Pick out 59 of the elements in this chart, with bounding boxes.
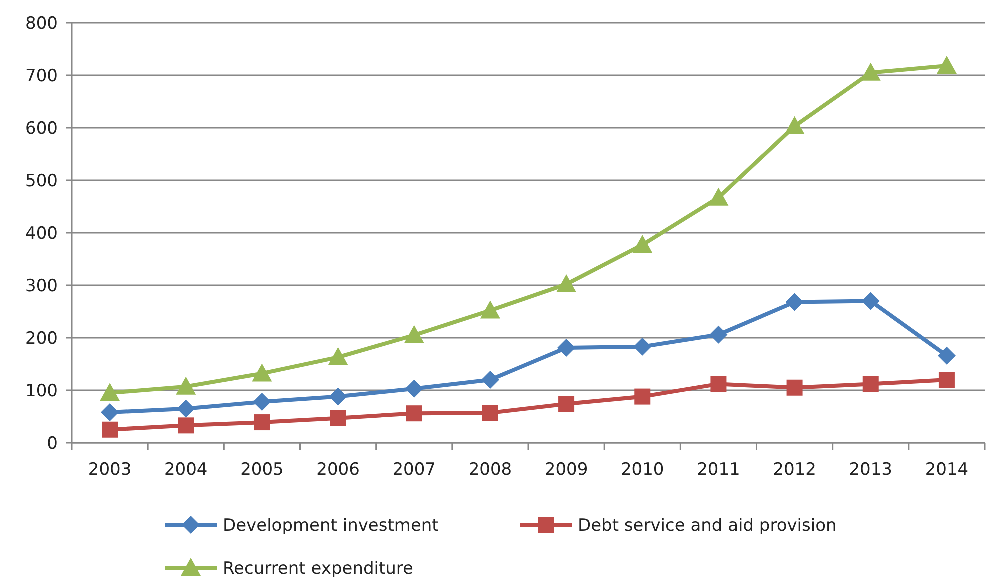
point — [558, 396, 575, 412]
point — [176, 376, 196, 395]
point — [102, 422, 118, 438]
y-tick-label: 300 — [26, 276, 58, 296]
x-tick-label: 2010 — [620, 460, 664, 480]
point — [786, 380, 803, 396]
point — [938, 346, 956, 365]
y-tick-label: 700 — [26, 66, 58, 86]
point — [632, 235, 653, 254]
point — [481, 371, 500, 389]
x-tick-label: 2014 — [925, 460, 969, 480]
point — [254, 414, 270, 431]
point — [482, 405, 498, 422]
x-tick-label: 2003 — [88, 460, 132, 480]
y-tick-label: 600 — [26, 118, 58, 139]
x-tick-label: 2006 — [316, 460, 360, 480]
x-tick-label: 2011 — [697, 460, 740, 480]
x-tick-label: 2008 — [468, 460, 512, 480]
y-tick-label: 200 — [26, 328, 58, 349]
point — [330, 410, 346, 426]
point — [253, 393, 272, 412]
legend-label: Development investment — [223, 516, 440, 536]
point — [710, 376, 727, 392]
point — [784, 116, 805, 134]
point — [860, 62, 881, 81]
point — [328, 347, 348, 366]
y-tick-label: 500 — [26, 171, 58, 192]
point — [404, 325, 424, 344]
point — [178, 418, 194, 434]
y-tick-label: 100 — [26, 381, 58, 402]
x-tick-label: 2013 — [849, 460, 893, 480]
point — [406, 406, 422, 422]
point — [405, 380, 424, 398]
point — [252, 364, 272, 382]
point — [710, 326, 728, 344]
y-tick-label: 400 — [26, 224, 58, 244]
point — [177, 400, 196, 418]
point — [556, 274, 577, 292]
point — [708, 188, 729, 206]
x-tick-label: 2009 — [544, 460, 588, 480]
point — [786, 293, 804, 312]
point — [862, 292, 880, 310]
point — [329, 388, 348, 406]
y-tick-label: 800 — [26, 14, 58, 34]
legend-label: Debt service and aid provision — [578, 516, 837, 536]
point — [101, 404, 120, 422]
y-tick-label: 0 — [47, 434, 58, 454]
point — [634, 388, 651, 405]
x-tick-label: 2005 — [240, 460, 284, 480]
point — [100, 383, 120, 402]
x-tick-label: 2007 — [392, 460, 436, 480]
x-tick-label: 2012 — [773, 460, 816, 480]
point — [936, 56, 957, 74]
point — [938, 372, 955, 388]
point — [558, 338, 576, 357]
point — [480, 300, 500, 319]
x-tick-label: 2004 — [164, 460, 208, 480]
point — [862, 376, 879, 392]
point — [634, 338, 652, 356]
